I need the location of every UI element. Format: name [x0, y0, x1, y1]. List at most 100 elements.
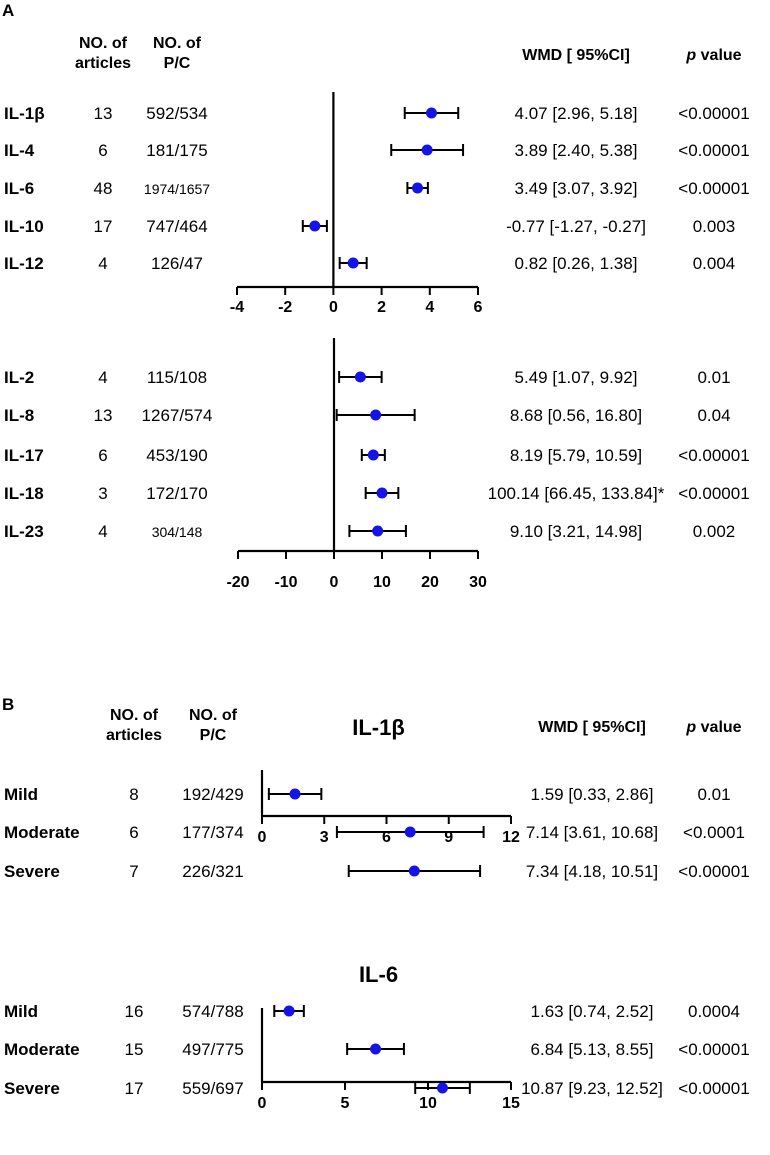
header-articles-line1: NO. of — [110, 707, 159, 724]
row-pc: 747/464 — [146, 217, 207, 236]
row-wmd-ci: 10.87 [9.23, 12.52] — [521, 1079, 663, 1098]
x-tick-label: 6 — [382, 829, 391, 846]
panel-b-label: B — [2, 695, 14, 714]
row-label: Severe — [4, 862, 60, 881]
point-estimate — [425, 107, 437, 119]
row-articles: 4 — [98, 368, 107, 387]
row-pc: 172/170 — [146, 484, 207, 503]
x-tick-label: 0 — [258, 829, 267, 846]
point-estimate — [370, 409, 382, 421]
header-pc-line2: P/C — [164, 55, 191, 72]
row-wmd-ci: 100.14 [66.45, 133.84]* — [488, 484, 665, 503]
row-label: Moderate — [4, 1040, 80, 1059]
point-estimate — [309, 220, 321, 232]
row-wmd-ci: 7.34 [4.18, 10.51] — [526, 862, 658, 881]
row-articles: 6 — [98, 141, 107, 160]
row-pc: 304/148 — [152, 524, 203, 540]
row-label: Mild — [4, 1002, 38, 1021]
x-tick-label: 3 — [320, 829, 329, 846]
header-pc-line2: P/C — [200, 727, 227, 744]
row-articles: 4 — [98, 522, 107, 541]
row-p-value: <0.00001 — [678, 484, 749, 503]
row-articles: 48 — [94, 179, 113, 198]
header-p-value: p value — [685, 47, 741, 64]
header-p-rest: value — [696, 719, 741, 736]
row-wmd-ci: 7.14 [3.61, 10.68] — [526, 823, 658, 842]
point-estimate — [347, 257, 359, 269]
row-wmd-ci: 4.07 [2.96, 5.18] — [515, 104, 638, 123]
row-p-value: <0.00001 — [678, 1079, 749, 1098]
row-label: IL-18 — [4, 484, 44, 503]
x-tick-label: 10 — [373, 574, 391, 591]
point-estimate — [421, 144, 433, 156]
header-wmd-ci: WMD [ 95%CI] — [522, 47, 630, 64]
row-label: IL-4 — [4, 141, 35, 160]
header-articles-line2: articles — [75, 55, 131, 72]
point-estimate — [408, 865, 420, 877]
row-p-value: 0.004 — [693, 254, 736, 273]
row-wmd-ci: 0.82 [0.26, 1.38] — [515, 254, 638, 273]
point-estimate — [283, 1005, 295, 1017]
row-pc: 453/190 — [146, 446, 207, 465]
x-tick-label: 9 — [444, 829, 453, 846]
row-pc: 559/697 — [182, 1079, 243, 1098]
row-label: Moderate — [4, 823, 80, 842]
row-pc: 181/175 — [146, 141, 207, 160]
header-articles-line2: articles — [106, 727, 162, 744]
row-p-value: <0.00001 — [678, 1040, 749, 1059]
x-tick-label: -20 — [226, 574, 249, 591]
row-p-value: 0.003 — [693, 217, 736, 236]
row-label: IL-6 — [4, 179, 34, 198]
row-wmd-ci: 9.10 [3.21, 14.98] — [510, 522, 642, 541]
row-p-value: 0.01 — [697, 785, 730, 804]
header-pc-line1: NO. of — [153, 35, 202, 52]
x-tick-label: 0 — [330, 574, 339, 591]
x-tick-label: -2 — [278, 299, 292, 316]
row-label: Mild — [4, 785, 38, 804]
x-tick-label: 5 — [341, 1095, 350, 1112]
row-articles: 6 — [98, 446, 107, 465]
row-p-value: 0.01 — [697, 368, 730, 387]
panel-a-label: A — [2, 1, 14, 20]
row-p-value: 0.04 — [697, 406, 730, 425]
row-articles: 8 — [129, 785, 138, 804]
row-wmd-ci: 8.68 [0.56, 16.80] — [510, 406, 642, 425]
point-estimate — [370, 1043, 382, 1055]
x-tick-label: 6 — [474, 299, 483, 316]
point-estimate — [372, 525, 384, 537]
row-articles: 17 — [125, 1079, 144, 1098]
point-estimate — [289, 788, 301, 800]
row-p-value: <0.00001 — [678, 179, 749, 198]
row-p-value: <0.00001 — [678, 446, 749, 465]
row-articles: 7 — [129, 862, 138, 881]
row-articles: 3 — [98, 484, 107, 503]
row-articles: 4 — [98, 254, 107, 273]
row-pc: 1974/1657 — [144, 181, 210, 197]
x-tick-label: 0 — [258, 1095, 267, 1112]
header-p-italic: p — [685, 47, 696, 64]
point-estimate — [367, 449, 379, 461]
row-articles: 13 — [94, 406, 113, 425]
row-p-value: <0.0001 — [683, 823, 745, 842]
chart-title: IL-6 — [359, 962, 398, 987]
header-p-rest: value — [696, 47, 741, 64]
row-articles: 13 — [94, 104, 113, 123]
row-articles: 15 — [125, 1040, 144, 1059]
x-tick-label: 15 — [502, 1095, 520, 1112]
row-pc: 192/429 — [182, 785, 243, 804]
row-wmd-ci: 6.84 [5.13, 8.55] — [531, 1040, 654, 1059]
header-pc-line1: NO. of — [189, 707, 238, 724]
row-p-value: 0.0004 — [688, 1002, 740, 1021]
point-estimate — [412, 182, 424, 194]
row-wmd-ci: 5.49 [1.07, 9.92] — [515, 368, 638, 387]
header-wmd-ci: WMD [ 95%CI] — [538, 719, 646, 736]
x-tick-label: 30 — [469, 574, 487, 591]
x-tick-label: 4 — [425, 299, 434, 316]
row-p-value: <0.00001 — [678, 141, 749, 160]
row-articles: 17 — [94, 217, 113, 236]
row-p-value: <0.00001 — [678, 862, 749, 881]
x-tick-label: 20 — [421, 574, 439, 591]
row-p-value: 0.002 — [693, 522, 736, 541]
row-pc: 574/788 — [182, 1002, 243, 1021]
header-p-italic: p — [685, 719, 696, 736]
